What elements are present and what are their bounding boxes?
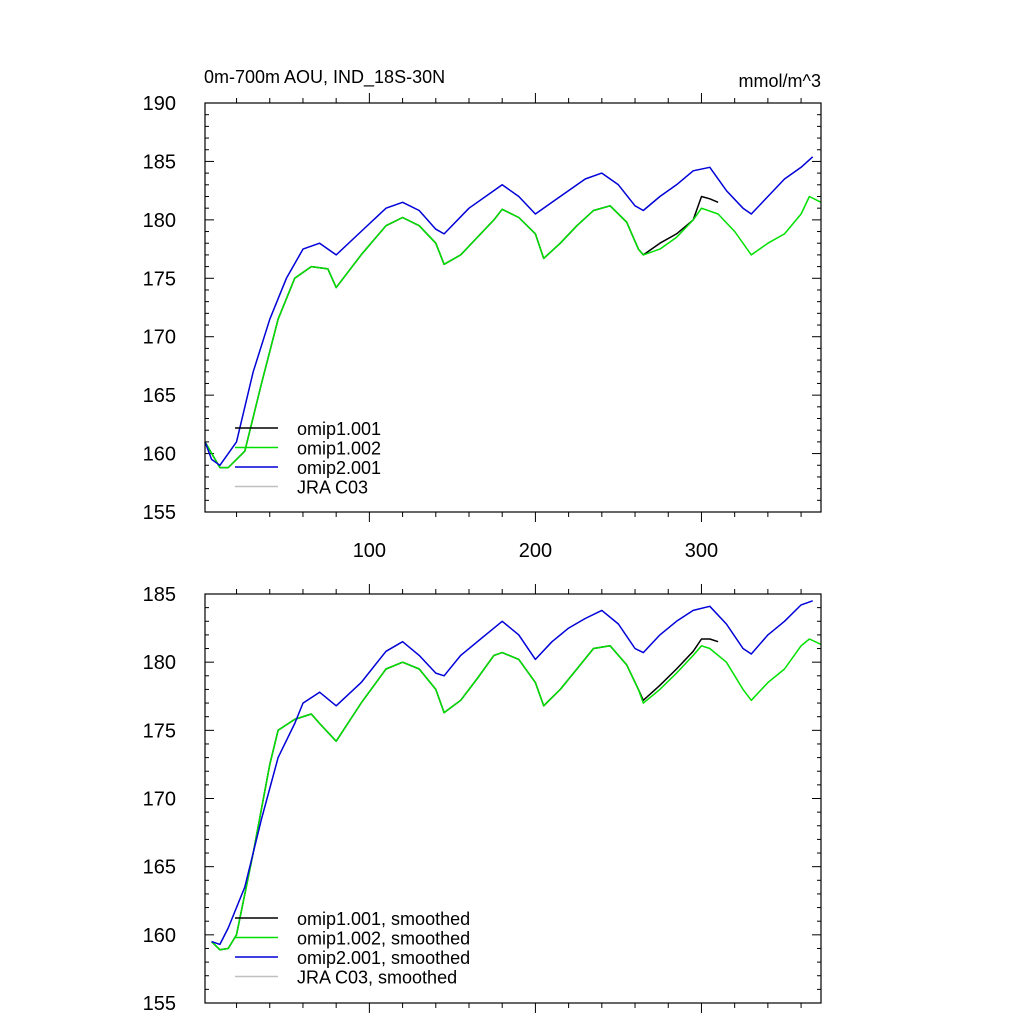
legend-label: omip2.001, smoothed [297, 948, 470, 968]
legend-label: JRA C03 [297, 478, 368, 498]
bottom-panel: 155 160 165 170 175 180 185 omip1.001, smoothe… [143, 584, 822, 1015]
y-tick-label: 185 [143, 151, 176, 173]
series-line [204, 195, 822, 469]
y-tick-label: 175 [143, 720, 176, 742]
series-line [211, 600, 813, 946]
x-tick-label: 300 [685, 540, 718, 562]
legend-label: JRA C03, smoothed [297, 968, 457, 988]
legend-label: omip1.001 [297, 419, 381, 439]
legend-label: omip1.002, smoothed [297, 929, 470, 949]
legend-label: omip2.001 [297, 458, 381, 478]
y-tick-label: 185 [143, 584, 176, 606]
top-panel-title: 0m-700m AOU, IND_18S-30N [204, 67, 445, 88]
legend-label: omip1.001, smoothed [297, 909, 470, 929]
bottom-panel-frame [204, 593, 822, 1004]
y-tick-label: 155 [143, 993, 176, 1015]
top-panel-ticks: 155 160 165 170 175 180 185 190 100 200 300 [143, 93, 821, 562]
series-line [211, 638, 719, 951]
y-tick-label: 165 [143, 857, 176, 879]
top-panel: 0m-700m AOU, IND_18S-30N mmol/m^3 155 160… [143, 67, 822, 562]
y-tick-label: 160 [143, 925, 176, 947]
y-tick-label: 165 [143, 385, 176, 407]
y-tick-label: 180 [143, 210, 176, 232]
bottom-panel-ticks: 155 160 165 170 175 180 185 [143, 584, 821, 1015]
series-line [204, 156, 814, 467]
y-tick-label: 180 [143, 652, 176, 674]
y-tick-label: 170 [143, 327, 176, 349]
legend-label: omip1.002 [297, 439, 381, 459]
x-tick-label: 100 [353, 540, 386, 562]
y-tick-label: 155 [143, 502, 176, 524]
y-tick-label: 170 [143, 789, 176, 811]
y-tick-label: 160 [143, 444, 176, 466]
bottom-panel-lines [211, 600, 822, 951]
top-panel-lines [204, 156, 822, 469]
y-tick-label: 190 [143, 93, 176, 115]
top-panel-frame [204, 102, 822, 513]
x-tick-label: 200 [519, 540, 552, 562]
y-tick-label: 175 [143, 268, 176, 290]
series-line [204, 195, 719, 469]
series-line [211, 638, 822, 951]
top-panel-units: mmol/m^3 [739, 71, 821, 91]
